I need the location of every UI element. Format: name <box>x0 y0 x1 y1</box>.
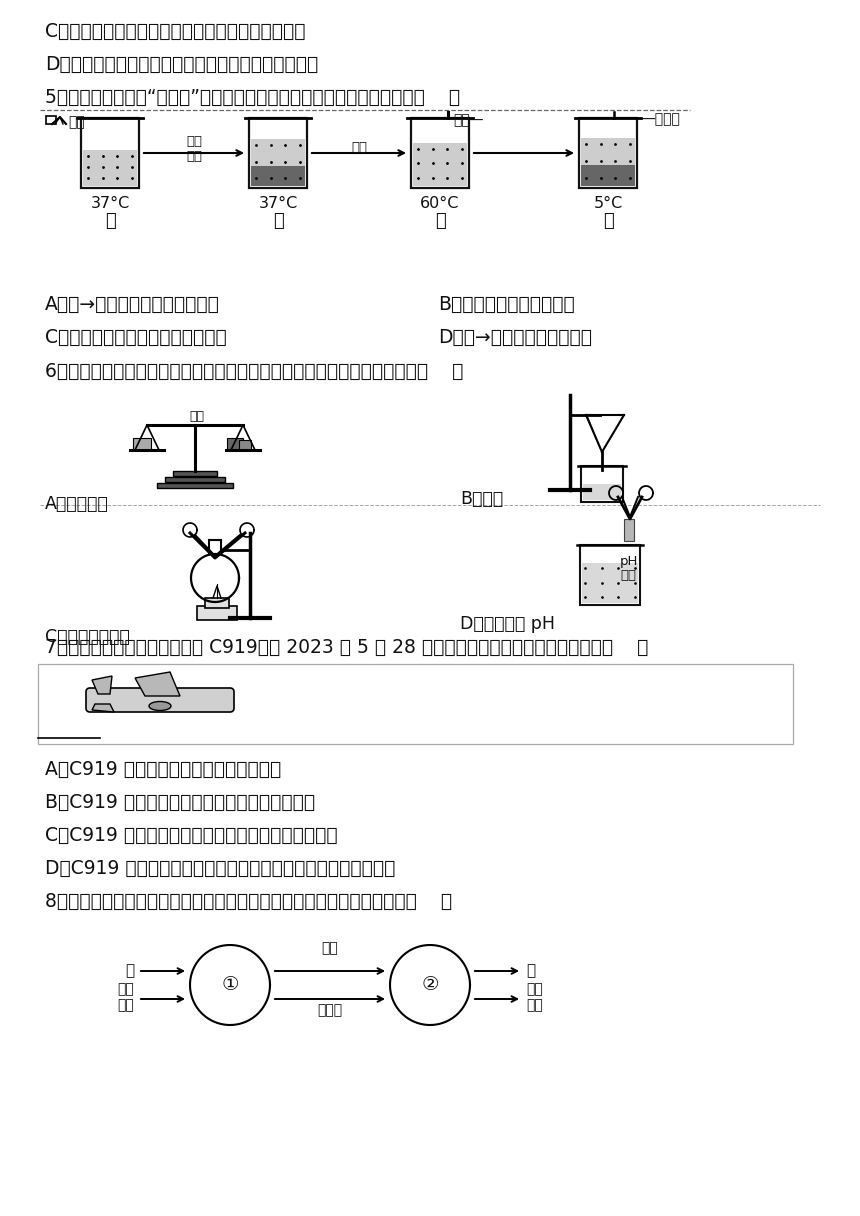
Bar <box>251 165 305 186</box>
Text: C．加热液体药品: C．加热液体药品 <box>45 627 130 646</box>
Text: 二氧
化碳: 二氧 化碳 <box>117 981 134 1012</box>
Bar <box>205 598 229 608</box>
Bar <box>165 477 225 482</box>
Text: 7．如图，我国首架国产大飞机 C919，于 2023 年 5 月 28 日完成商业首航。下列说法正确的是（    ）: 7．如图，我国首架国产大飞机 C919，于 2023 年 5 月 28 日完成商… <box>45 638 648 657</box>
Bar <box>583 484 621 500</box>
Text: 丙: 丙 <box>434 212 445 230</box>
Ellipse shape <box>149 702 171 710</box>
Polygon shape <box>92 676 112 694</box>
Text: C．C919 在飞行过程中，机翅上方气压大于下方气压: C．C919 在飞行过程中，机翅上方气压大于下方气压 <box>45 826 338 845</box>
Text: 氧气: 氧气 <box>322 941 338 955</box>
Text: 充分
溦解: 充分 溦解 <box>186 135 202 163</box>
Text: 丁: 丁 <box>603 212 613 230</box>
Text: 方糖: 方糖 <box>68 116 85 129</box>
Text: 水: 水 <box>125 963 134 979</box>
Text: C．丁中溶质的质量分数可能大于乙: C．丁中溶质的质量分数可能大于乙 <box>45 328 227 347</box>
Bar <box>251 139 305 186</box>
Bar <box>133 438 151 450</box>
Text: A．C919 在加速起飞过程中，机械能增大: A．C919 在加速起飞过程中，机械能增大 <box>45 760 281 779</box>
Text: C．清除静电时，人手和静电释放器之间有电流通过: C．清除静电时，人手和静电释放器之间有电流通过 <box>45 22 305 41</box>
Bar <box>81 118 139 188</box>
Bar <box>83 150 137 186</box>
Text: ①: ① <box>221 975 239 995</box>
Text: 加热: 加热 <box>351 141 367 154</box>
Text: A．乙→丙方糖的溶解度逐渐增大: A．乙→丙方糖的溶解度逐渐增大 <box>45 295 220 314</box>
Text: 5．如图为小舟自制“棒棒糖”的项目化学习流程，则下列说法不正确的是（    ）: 5．如图为小舟自制“棒棒糖”的项目化学习流程，则下列说法不正确的是（ ） <box>45 88 460 107</box>
Text: 6．正确的实验操作是实验安全和成功的重要保证，下列实验操作正确的是（    ）: 6．正确的实验操作是实验安全和成功的重要保证，下列实验操作正确的是（ ） <box>45 362 464 381</box>
Bar <box>582 563 638 603</box>
Text: B．C919 落地后继续滑行，是因为受到惯性作用: B．C919 落地后继续滑行，是因为受到惯性作用 <box>45 793 315 812</box>
Bar <box>624 519 634 541</box>
Bar <box>157 483 233 488</box>
Text: 乙: 乙 <box>273 212 284 230</box>
Text: B．过滤: B．过滤 <box>460 490 503 508</box>
Bar <box>580 545 640 606</box>
Bar <box>173 471 217 475</box>
Text: B．乙和丁一定为饱和溶液: B．乙和丁一定为饱和溶液 <box>438 295 574 314</box>
Bar <box>46 116 56 124</box>
Bar <box>249 118 307 188</box>
Text: 水: 水 <box>526 963 535 979</box>
Text: 8．如图为西瓜叶肉细胞的部分代谢过程示意图。下列有关表述正确的是（    ）: 8．如图为西瓜叶肉细胞的部分代谢过程示意图。下列有关表述正确的是（ ） <box>45 893 452 911</box>
Text: —棒棒糖: —棒棒糖 <box>641 112 680 126</box>
Text: 二氧
化碳: 二氧 化碳 <box>526 981 543 1012</box>
Text: A．称量固体: A．称量固体 <box>45 495 108 513</box>
Text: 60°C: 60°C <box>421 196 460 212</box>
Text: ②: ② <box>421 975 439 995</box>
Text: D．测定溶液 pH: D．测定溶液 pH <box>460 615 555 634</box>
Polygon shape <box>135 672 180 696</box>
FancyBboxPatch shape <box>86 688 234 713</box>
Text: 竹签—: 竹签— <box>453 113 483 126</box>
Bar <box>413 142 467 186</box>
Text: 有机物: 有机物 <box>317 1003 342 1017</box>
Bar <box>581 165 635 186</box>
Text: D．丙→丁的过程为降温结晶: D．丙→丁的过程为降温结晶 <box>438 328 592 347</box>
Bar <box>411 118 469 188</box>
Text: 5°C: 5°C <box>593 196 623 212</box>
Bar <box>579 118 637 188</box>
Polygon shape <box>92 704 114 713</box>
Text: 试纸: 试纸 <box>620 569 636 582</box>
Bar <box>38 664 793 744</box>
Text: 37°C: 37°C <box>90 196 130 212</box>
Bar <box>197 606 237 620</box>
Bar <box>581 137 635 186</box>
Bar <box>239 440 251 450</box>
Text: D．C919 停在停机坪时，所受重力与对地面的压力是一对平衡力: D．C919 停在停机坪时，所受重力与对地面的压力是一对平衡力 <box>45 858 396 878</box>
Bar <box>227 438 243 450</box>
Text: 烧碱: 烧碱 <box>189 410 205 423</box>
Text: 甲: 甲 <box>105 212 115 230</box>
Text: 37°C: 37°C <box>258 196 298 212</box>
Bar <box>581 466 623 502</box>
Text: pH: pH <box>620 554 638 568</box>
Text: D．清除静电后，人身体上的正电荷和负电荷全部消失: D．清除静电后，人身体上的正电荷和负电荷全部消失 <box>45 55 318 74</box>
